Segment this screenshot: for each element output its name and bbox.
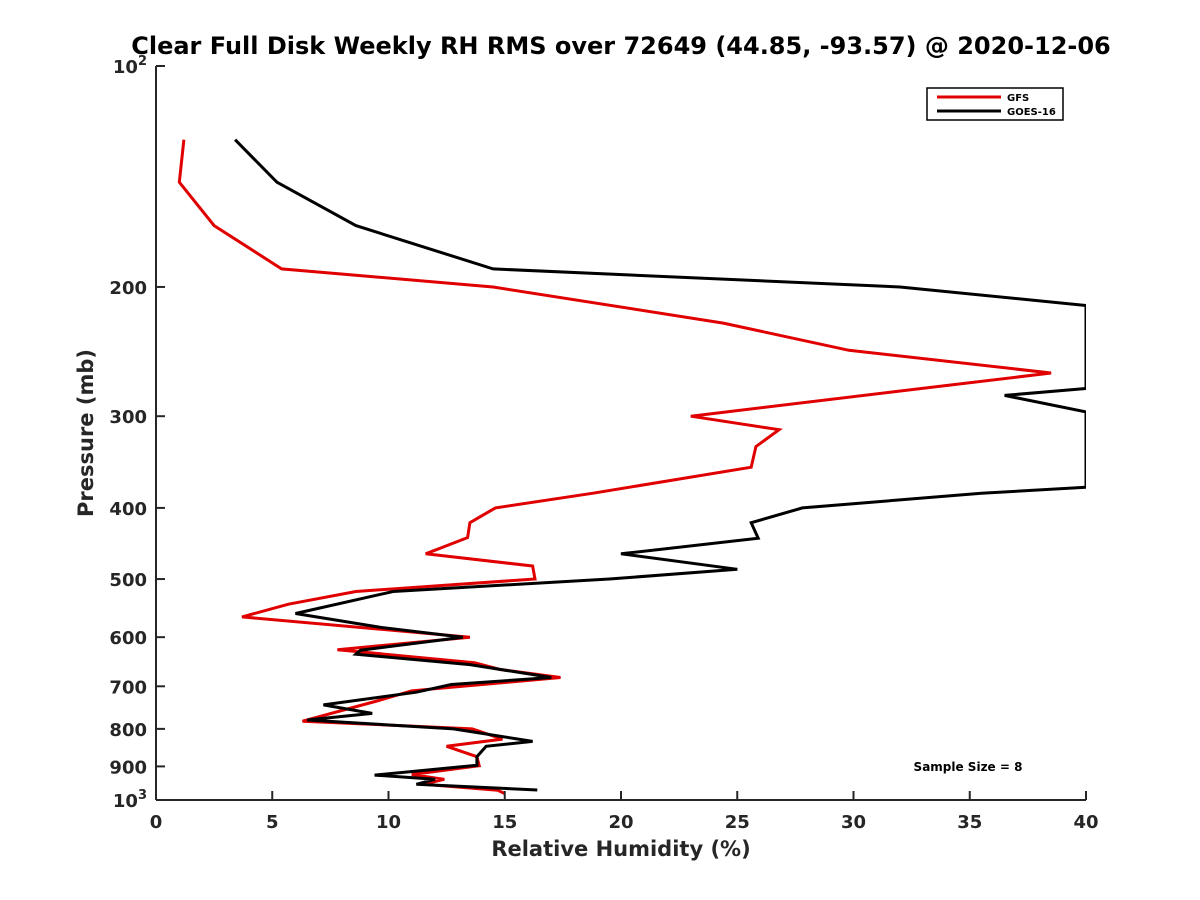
sample-size-annotation: Sample Size = 8 xyxy=(914,760,1023,774)
chart-title: Clear Full Disk Weekly RH RMS over 72649… xyxy=(131,32,1111,60)
x-tick-label: 10 xyxy=(376,812,401,833)
x-tick-label: 0 xyxy=(150,812,163,833)
legend: GFS GOES-16 xyxy=(926,87,1064,121)
y-tick-label: 500 xyxy=(109,570,147,591)
axes-layer: 0 5 10 15 20 25 30 35 40 102 200 300 400 500 600 700 800… xyxy=(109,54,1098,833)
y-tick-label: 400 xyxy=(109,499,147,520)
x-tick-label: 35 xyxy=(957,812,982,833)
y-tick-label: 200 xyxy=(109,278,147,299)
y-tick-label: 900 xyxy=(109,757,147,778)
y-tick-label: 800 xyxy=(109,720,147,741)
y-tick-label: 300 xyxy=(109,407,147,428)
x-tick-label: 15 xyxy=(492,812,517,833)
legend-box xyxy=(926,87,1064,121)
plot-area: 0 5 10 15 20 25 30 35 40 102 200 300 400 500 600 700 800… xyxy=(109,54,1098,833)
series-line-1 xyxy=(234,138,1086,792)
y-tick-label: 103 xyxy=(113,788,147,812)
legend-label-1: GOES-16 xyxy=(1007,107,1056,118)
y-tick-label: 700 xyxy=(109,677,147,698)
x-tick-label: 30 xyxy=(841,812,866,833)
legend-label-0: GFS xyxy=(1007,93,1029,104)
series-line-0 xyxy=(177,139,1052,795)
y-axis-label: Pressure (mb) xyxy=(74,349,98,517)
x-axis-label: Relative Humidity (%) xyxy=(491,837,750,861)
y-tick-label: 600 xyxy=(109,628,147,649)
x-tick-label: 25 xyxy=(725,812,750,833)
y-tick-label: 102 xyxy=(113,54,147,78)
x-tick-label: 5 xyxy=(266,812,279,833)
series-layer xyxy=(177,138,1086,795)
x-tick-label: 40 xyxy=(1073,812,1098,833)
x-tick-label: 20 xyxy=(608,812,633,833)
